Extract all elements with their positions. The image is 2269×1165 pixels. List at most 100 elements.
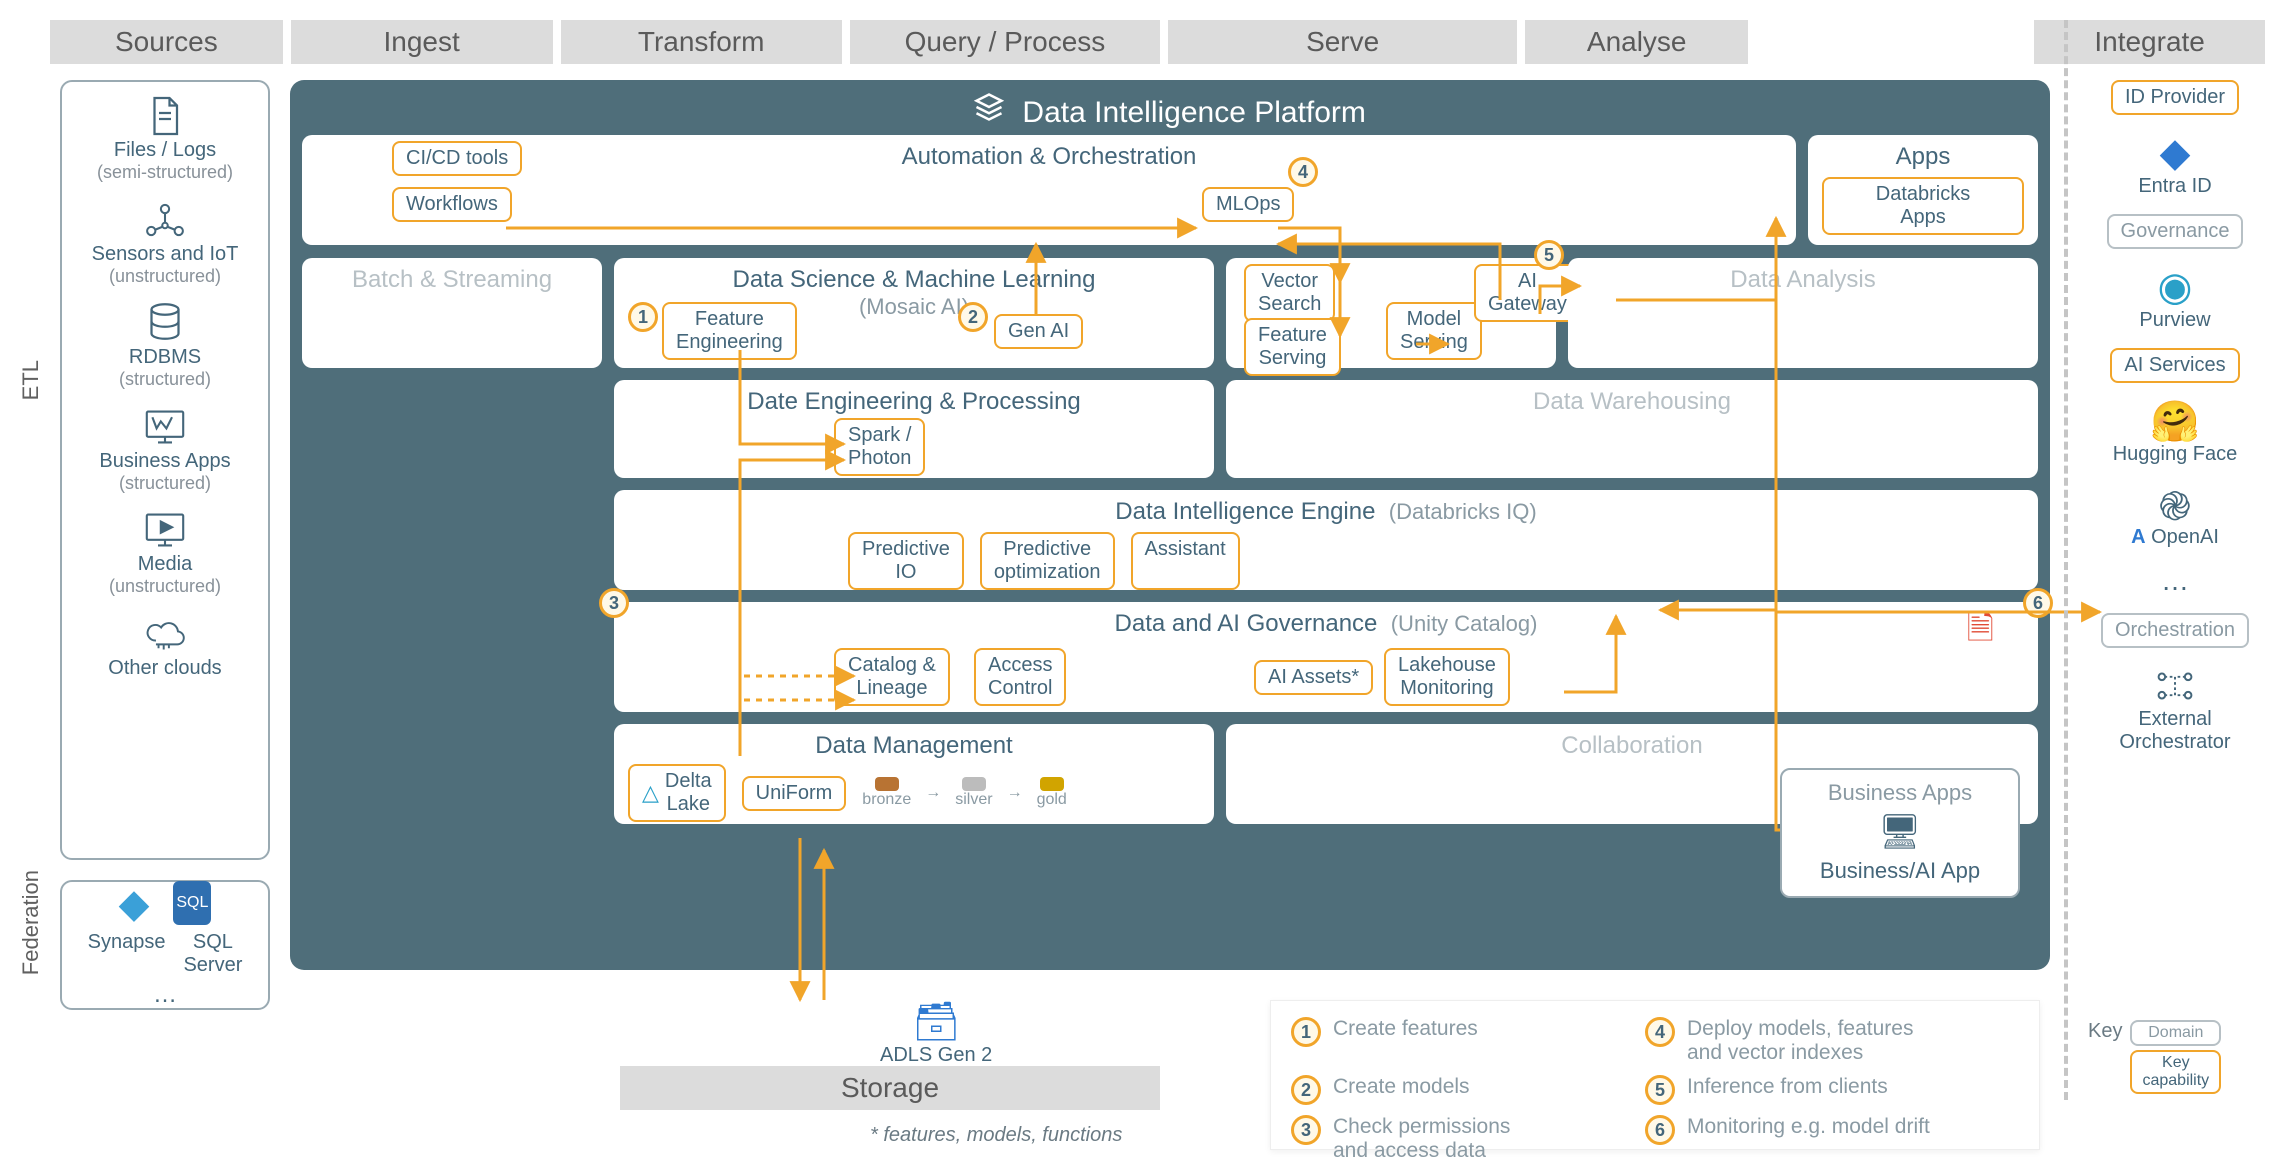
ba-title: Business Apps xyxy=(1792,780,2008,806)
legend-box: 1Create features 4Deploy models, feature… xyxy=(1270,1000,2040,1150)
dsml-box: Data Science & Machine Learning (Mosaic … xyxy=(614,258,1214,368)
catalog-pill: Catalog & Lineage xyxy=(834,648,950,706)
key-capability: Key capability xyxy=(2130,1050,2221,1094)
fed-synapse: Synapse xyxy=(88,931,166,977)
orch-title: Automation & Orchestration xyxy=(316,143,1782,171)
idprovider-pill: ID Provider xyxy=(2111,80,2239,115)
etl-label: ETL xyxy=(18,360,44,400)
di-engine-title: Data Intelligence Engine (Databricks IQ) xyxy=(628,498,2024,526)
legend-4: Deploy models, features and vector index… xyxy=(1687,1017,2019,1065)
header-serve: Serve xyxy=(1168,20,1517,64)
orch-pill: Orchestration xyxy=(2101,613,2249,648)
data-eng-title: Date Engineering & Processing xyxy=(628,388,1200,416)
legend-5: Inference from clients xyxy=(1687,1075,2019,1099)
key-label: Key xyxy=(2088,1020,2122,1043)
openai-icon: ֎ xyxy=(2131,482,2219,526)
purview-item: ◉ Purview xyxy=(2139,265,2210,332)
gov-pill: Governance xyxy=(2107,214,2244,249)
data-analysis-box: Data Analysis xyxy=(1568,258,2038,368)
sources-panel: Files / Logs (semi-structured) Sensors a… xyxy=(60,80,270,860)
src-cloud: Other clouds xyxy=(108,612,221,680)
entra-icon: ◆ xyxy=(2138,131,2211,175)
aiservices-pill: AI Services xyxy=(2110,348,2239,383)
business-apps-panel: Business Apps 🖥 Business/AI App xyxy=(1780,768,2020,898)
feature-serving-pill: Feature Serving xyxy=(1244,318,1341,376)
dbapps-pill: Databricks Apps xyxy=(1822,177,2024,235)
header-transform: Transform xyxy=(561,20,842,64)
apps-title: Apps xyxy=(1822,143,2024,171)
header-sources: Sources xyxy=(50,20,283,64)
gold-medal: gold xyxy=(1037,777,1067,809)
cloud-icon xyxy=(108,612,221,656)
stack-icon xyxy=(974,96,1004,129)
gov-title: Data and AI Governance (Unity Catalog) xyxy=(628,610,2024,638)
governance-box: Data and AI Governance (Unity Catalog) 🗎… xyxy=(614,602,2038,712)
doc-icon: 🗎 xyxy=(1967,604,1994,661)
silver-medal: silver xyxy=(955,777,992,809)
feat-eng-pill: Feature Engineering xyxy=(662,302,797,360)
header-analyse: Analyse xyxy=(1525,20,1748,64)
media-icon xyxy=(109,508,221,552)
header-query: Query / Process xyxy=(850,20,1160,64)
key-domain: Domain xyxy=(2130,1020,2221,1046)
badge-1: 1 xyxy=(628,302,658,332)
popt-pill: Predictive optimization xyxy=(980,532,1115,590)
orch-icon xyxy=(2119,664,2230,708)
federation-label: Federation xyxy=(18,870,44,975)
entra-item: ◆ Entra ID xyxy=(2138,131,2211,198)
db-icon xyxy=(119,301,211,345)
ba-item: Business/AI App xyxy=(1792,858,2008,884)
dsml-title: Data Science & Machine Learning xyxy=(628,266,1200,294)
hf-item: 🤗 Hugging Face xyxy=(2113,399,2238,466)
apps-box: Apps Databricks Apps xyxy=(1808,135,2038,245)
storage-header: Storage xyxy=(620,1066,1160,1110)
openai-item: ֎ A OpenAI xyxy=(2131,482,2219,549)
app-icon xyxy=(99,405,230,449)
dwh-title: Data Warehousing xyxy=(1240,388,2024,416)
legend-6: Monitoring e.g. model drift xyxy=(1687,1115,2019,1139)
adls-icon: 🗃 xyxy=(880,1000,992,1044)
spark-pill: Spark / Photon xyxy=(834,418,925,476)
bronze-medal: bronze xyxy=(862,777,911,809)
adls-block: 🗃 ADLS Gen 2 xyxy=(880,1000,992,1067)
uniform-pill: UniForm xyxy=(742,776,847,811)
extorch-item: External Orchestrator xyxy=(2119,664,2230,754)
delta-pill: △Delta Lake xyxy=(628,764,726,822)
header-ingest: Ingest xyxy=(291,20,553,64)
sqlserver-icon: SQL xyxy=(173,881,211,925)
header-row: Sources Ingest Transform Query / Process… xyxy=(0,20,2269,64)
src-bizapps: Business Apps (structured) xyxy=(99,405,230,495)
data-eng-box: Date Engineering & Processing Spark / Ph… xyxy=(614,380,1214,478)
badge-2: 2 xyxy=(958,302,988,332)
serve-box: Vector Search Feature Serving Model Serv… xyxy=(1226,258,1556,368)
fed-sqlserver: SQL Server xyxy=(183,931,242,977)
badge-3: 3 xyxy=(599,588,629,618)
integrate-column: ID Provider ◆ Entra ID Governance ◉ Purv… xyxy=(2090,80,2260,754)
assistant-pill: Assistant xyxy=(1131,532,1240,590)
badge-5: 5 xyxy=(1534,240,1564,270)
workflows-pill: Workflows xyxy=(392,187,512,222)
collab-title: Collaboration xyxy=(1240,732,2024,760)
aiassets-pill: AI Assets* xyxy=(1254,660,1373,695)
badge-6: 6 xyxy=(2023,588,2053,618)
genai-pill: Gen AI xyxy=(994,314,1083,349)
footnote: * features, models, functions xyxy=(870,1124,1122,1147)
model-serving-pill: Model Serving xyxy=(1386,302,1482,360)
vector-search-pill: Vector Search xyxy=(1244,264,1335,322)
hf-icon: 🤗 xyxy=(2113,399,2238,443)
src-iot: Sensors and IoT (unstructured) xyxy=(92,198,239,288)
dwh-box: Data Warehousing xyxy=(1226,380,2038,478)
orchestration-box: Automation & Orchestration CI/CD tools W… xyxy=(302,135,1796,245)
ba-icon: 🖥 xyxy=(1792,812,2008,852)
mlops-pill: MLOps xyxy=(1202,187,1294,222)
cicd-pill: CI/CD tools xyxy=(392,141,522,176)
monitoring-pill: Lakehouse Monitoring xyxy=(1384,648,1510,706)
batch-streaming-box: Batch & Streaming xyxy=(302,258,602,368)
data-mgmt-title: Data Management xyxy=(628,732,1200,760)
platform-title: Data Intelligence Platform xyxy=(290,80,2050,140)
src-files: Files / Logs (semi-structured) xyxy=(97,94,233,184)
header-integrate: Integrate xyxy=(2034,20,2265,64)
src-media: Media (unstructured) xyxy=(109,508,221,598)
data-mgmt-box: Data Management △Delta Lake UniForm bron… xyxy=(614,724,1214,824)
badge-4: 4 xyxy=(1288,157,1318,187)
